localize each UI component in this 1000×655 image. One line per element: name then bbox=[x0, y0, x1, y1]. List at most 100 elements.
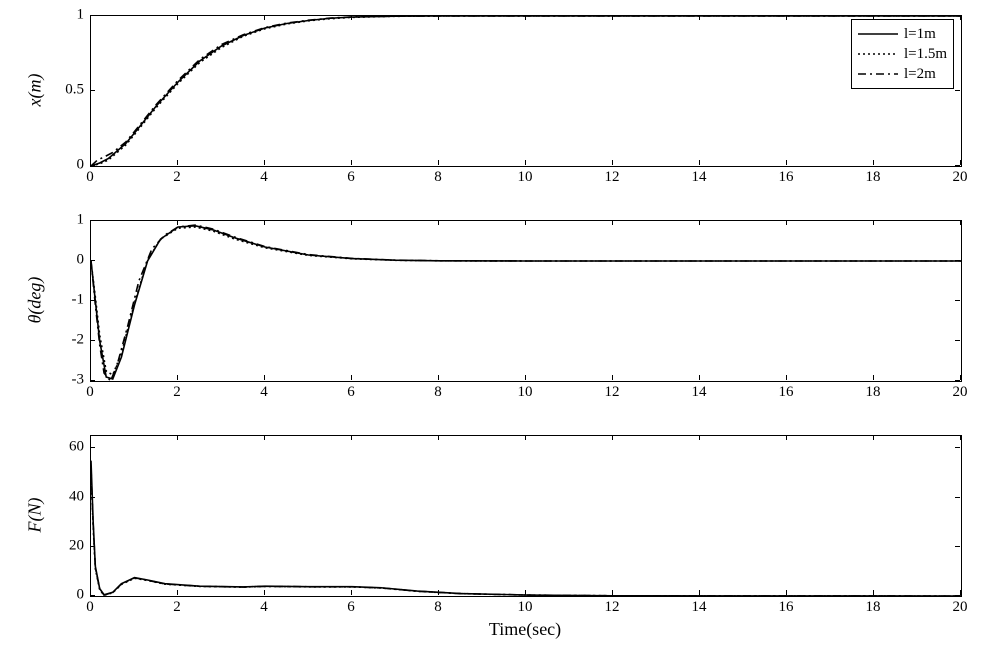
ytick-label: -2 bbox=[72, 332, 85, 349]
series-line bbox=[91, 227, 961, 375]
series-line bbox=[91, 225, 961, 381]
xtick-mark bbox=[438, 160, 439, 165]
panel-x: 0246810121416182000.51x(m)l=1ml=1.5ml=2m bbox=[0, 15, 1000, 165]
ytick-mark-right bbox=[955, 595, 960, 596]
xlabel: Time(sec) bbox=[489, 619, 561, 640]
xtick-mark-top bbox=[525, 435, 526, 440]
series-line bbox=[91, 16, 961, 166]
ytick-label: 0 bbox=[77, 157, 85, 174]
xtick-mark-top bbox=[786, 15, 787, 20]
xtick-mark-top bbox=[351, 220, 352, 225]
xtick-label: 16 bbox=[779, 599, 794, 616]
ytick-label: 0 bbox=[77, 587, 85, 604]
xtick-mark bbox=[699, 375, 700, 380]
series-line bbox=[91, 16, 961, 166]
xtick-label: 20 bbox=[953, 169, 968, 186]
xtick-label: 4 bbox=[260, 169, 268, 186]
xtick-mark bbox=[612, 375, 613, 380]
ytick-mark bbox=[90, 165, 95, 166]
xtick-mark bbox=[177, 160, 178, 165]
xtick-label: 12 bbox=[605, 599, 620, 616]
ytick-mark bbox=[90, 90, 95, 91]
ytick-mark bbox=[90, 300, 95, 301]
ytick-label: 1 bbox=[77, 212, 85, 229]
ytick-label: -1 bbox=[72, 292, 85, 309]
xtick-label: 16 bbox=[779, 384, 794, 401]
xtick-label: 0 bbox=[86, 384, 94, 401]
xtick-mark-top bbox=[699, 220, 700, 225]
xtick-label: 20 bbox=[953, 384, 968, 401]
ytick-mark bbox=[90, 497, 95, 498]
xtick-mark bbox=[525, 590, 526, 595]
axes-box bbox=[90, 435, 962, 597]
xtick-mark bbox=[525, 375, 526, 380]
xtick-label: 4 bbox=[260, 384, 268, 401]
xtick-mark-top bbox=[960, 435, 961, 440]
ytick-mark-right bbox=[955, 546, 960, 547]
figure: 0246810121416182000.51x(m)l=1ml=1.5ml=2m… bbox=[0, 0, 1000, 655]
xtick-mark-top bbox=[90, 435, 91, 440]
legend-swatch bbox=[858, 44, 898, 64]
xtick-mark-top bbox=[960, 220, 961, 225]
ylabel: x(m) bbox=[25, 74, 46, 107]
ytick-label: 0 bbox=[77, 252, 85, 269]
xtick-mark bbox=[351, 160, 352, 165]
xtick-mark-top bbox=[351, 15, 352, 20]
xtick-mark bbox=[612, 590, 613, 595]
ytick-mark-right bbox=[955, 165, 960, 166]
xtick-mark-top bbox=[177, 220, 178, 225]
xtick-mark-top bbox=[786, 220, 787, 225]
ytick-label: 1 bbox=[77, 7, 85, 24]
ytick-label: -3 bbox=[72, 372, 85, 389]
ytick-label: 0.5 bbox=[65, 82, 84, 99]
xtick-mark bbox=[960, 375, 961, 380]
xtick-label: 14 bbox=[692, 599, 707, 616]
xtick-mark-top bbox=[612, 15, 613, 20]
xtick-label: 12 bbox=[605, 384, 620, 401]
legend-label: l=2m bbox=[904, 66, 936, 83]
ytick-mark bbox=[90, 546, 95, 547]
legend-swatch bbox=[858, 24, 898, 44]
xtick-label: 18 bbox=[866, 384, 881, 401]
xtick-mark-top bbox=[438, 15, 439, 20]
xtick-mark bbox=[438, 375, 439, 380]
series-line bbox=[91, 16, 961, 166]
series-line bbox=[91, 473, 961, 596]
xtick-mark bbox=[960, 160, 961, 165]
legend-label: l=1m bbox=[904, 26, 936, 43]
xtick-mark bbox=[525, 160, 526, 165]
ytick-mark bbox=[90, 15, 95, 16]
series-line bbox=[91, 468, 961, 596]
legend-item: l=1.5m bbox=[858, 44, 947, 64]
xtick-label: 6 bbox=[347, 599, 355, 616]
ytick-mark-right bbox=[955, 447, 960, 448]
xtick-mark-top bbox=[177, 435, 178, 440]
xtick-mark bbox=[351, 375, 352, 380]
ytick-mark-right bbox=[955, 15, 960, 16]
ytick-mark bbox=[90, 260, 95, 261]
ylabel: F(N) bbox=[25, 497, 46, 532]
ytick-mark-right bbox=[955, 497, 960, 498]
xtick-mark-top bbox=[177, 15, 178, 20]
xtick-label: 14 bbox=[692, 384, 707, 401]
xtick-mark-top bbox=[438, 220, 439, 225]
xtick-label: 6 bbox=[347, 384, 355, 401]
xtick-mark-top bbox=[264, 220, 265, 225]
series-layer bbox=[91, 221, 961, 381]
xtick-mark bbox=[786, 590, 787, 595]
xtick-mark bbox=[786, 375, 787, 380]
xtick-label: 8 bbox=[434, 169, 442, 186]
series-layer bbox=[91, 16, 961, 166]
series-layer bbox=[91, 436, 961, 596]
xtick-label: 0 bbox=[86, 599, 94, 616]
xtick-mark-top bbox=[873, 435, 874, 440]
xtick-label: 4 bbox=[260, 599, 268, 616]
xtick-label: 10 bbox=[518, 384, 533, 401]
xtick-mark-top bbox=[612, 435, 613, 440]
xtick-label: 20 bbox=[953, 599, 968, 616]
xtick-mark bbox=[612, 160, 613, 165]
xtick-mark-top bbox=[525, 15, 526, 20]
xtick-mark-top bbox=[612, 220, 613, 225]
ytick-label: 60 bbox=[69, 439, 84, 456]
ytick-mark bbox=[90, 595, 95, 596]
